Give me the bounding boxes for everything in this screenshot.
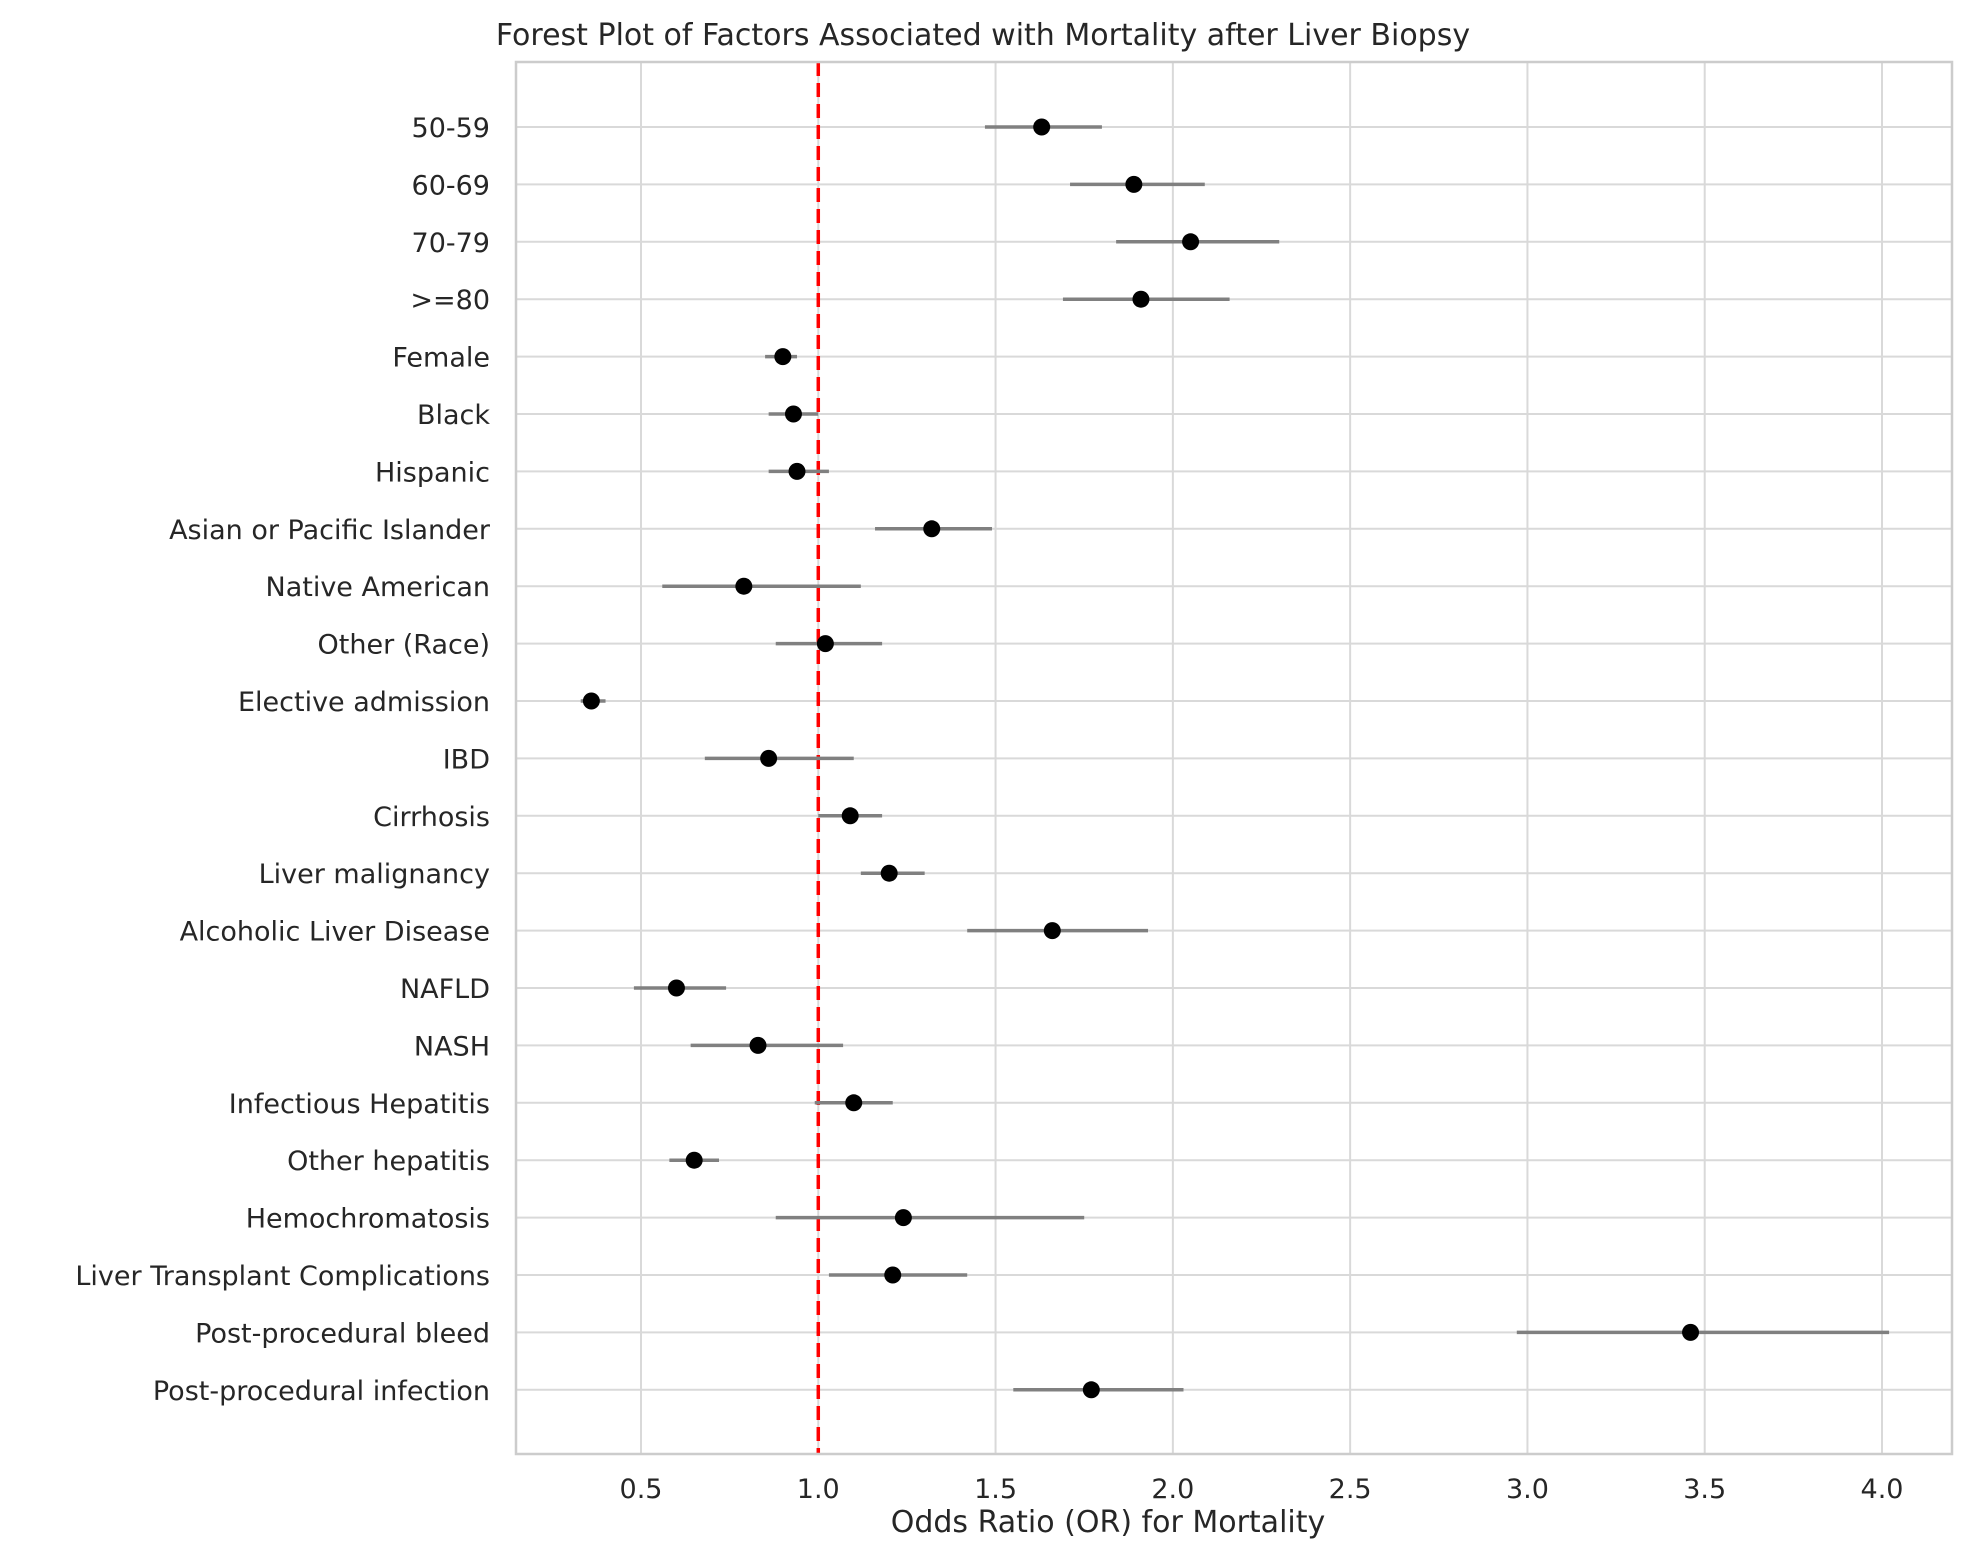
or-point-black	[784, 405, 802, 423]
y-tick-label-other-race: Other (Race)	[318, 630, 490, 661]
y-tick-label-liver-malignancy: Liver malignancy	[259, 859, 490, 890]
x-tick-label: 0.5	[620, 1474, 663, 1505]
y-tick-label-black: Black	[417, 400, 490, 431]
or-point-cirrhosis	[841, 807, 859, 825]
y-tick-label-other-hepatitis: Other hepatitis	[287, 1146, 490, 1177]
or-point-other-hepatitis	[685, 1151, 703, 1169]
chart-title: Forest Plot of Factors Associated with M…	[496, 18, 1470, 53]
or-point-elective-admission	[582, 692, 600, 710]
y-tick-labels: 50-59 60-69 70-79 >=80 Female Black Hispanic As…	[75, 113, 491, 1407]
y-tick-label-hispanic: Hispanic	[375, 457, 490, 488]
or-point-native-american	[735, 577, 753, 595]
x-tick-label: 2.5	[1329, 1474, 1372, 1505]
y-tick-label-ibd: IBD	[443, 744, 490, 775]
or-point-liver-transplant-complications	[884, 1266, 902, 1284]
or-point-hispanic	[788, 462, 806, 480]
or-point-infectious-hepatitis	[845, 1094, 863, 1112]
y-tick-label-post-procedural-infection: Post-procedural infection	[153, 1376, 490, 1407]
or-point-70-79	[1182, 233, 1200, 251]
x-tick-label: 1.0	[797, 1474, 840, 1505]
y-tick-label-hemochromatosis: Hemochromatosis	[246, 1204, 490, 1235]
y-tick-label-female: Female	[392, 343, 490, 374]
plot-frame	[514, 60, 1954, 1456]
or-point-nafld	[667, 979, 685, 997]
or-point-hemochromatosis	[894, 1209, 912, 1227]
y-tick-label-70-79: 70-79	[412, 228, 490, 259]
or-point-alcoholic-liver-disease	[1043, 922, 1061, 940]
y-tick-label-60-69: 60-69	[412, 170, 490, 201]
x-tick-label: 4.0	[1861, 1474, 1904, 1505]
y-tick-label-nash: NASH	[414, 1031, 490, 1062]
y-tick-label-liver-transplant-complications: Liver Transplant Complications	[75, 1261, 490, 1292]
x-tick-label: 1.5	[974, 1474, 1017, 1505]
y-gridlines	[516, 126, 1952, 1391]
y-tick-label-infectious-hepatitis: Infectious Hepatitis	[229, 1089, 490, 1120]
or-point-female	[774, 348, 792, 366]
y-tick-label-80: >=80	[410, 285, 490, 316]
y-tick-label-nafld: NAFLD	[400, 974, 490, 1005]
or-point-ibd	[760, 749, 778, 767]
or-point-asian-or-pacific-islander	[923, 520, 941, 538]
or-point-liver-malignancy	[880, 864, 898, 882]
or-point-post-procedural-bleed	[1682, 1323, 1700, 1341]
x-tick-label: 2.0	[1151, 1474, 1194, 1505]
y-tick-label-50-59: 50-59	[412, 113, 490, 144]
y-tick-label-elective-admission: Elective admission	[238, 687, 490, 718]
x-axis-label: Odds Ratio (OR) for Mortality	[891, 1505, 1326, 1540]
or-point-other-race	[816, 635, 834, 653]
x-tick-labels: 0.5 1.0 1.5 2.0 2.5 3.0 3.5 4.0	[620, 1474, 1904, 1505]
x-tick-label: 3.5	[1683, 1474, 1726, 1505]
x-tick-label: 3.0	[1506, 1474, 1549, 1505]
y-tick-label-alcoholic-liver-disease: Alcoholic Liver Disease	[180, 917, 490, 948]
or-point-post-procedural-infection	[1082, 1381, 1100, 1399]
y-tick-label-cirrhosis: Cirrhosis	[373, 802, 490, 833]
y-tick-label-native-american: Native American	[266, 572, 491, 603]
or-point-80	[1132, 290, 1150, 308]
odds-ratio-points	[582, 118, 1700, 1399]
or-point-50-59	[1033, 118, 1051, 136]
y-tick-label-asian-or-pacific-islander: Asian or Pacific Islander	[169, 515, 491, 546]
or-point-60-69	[1125, 175, 1143, 193]
y-tick-label-post-procedural-bleed: Post-procedural bleed	[195, 1318, 490, 1349]
or-point-nash	[749, 1036, 767, 1054]
